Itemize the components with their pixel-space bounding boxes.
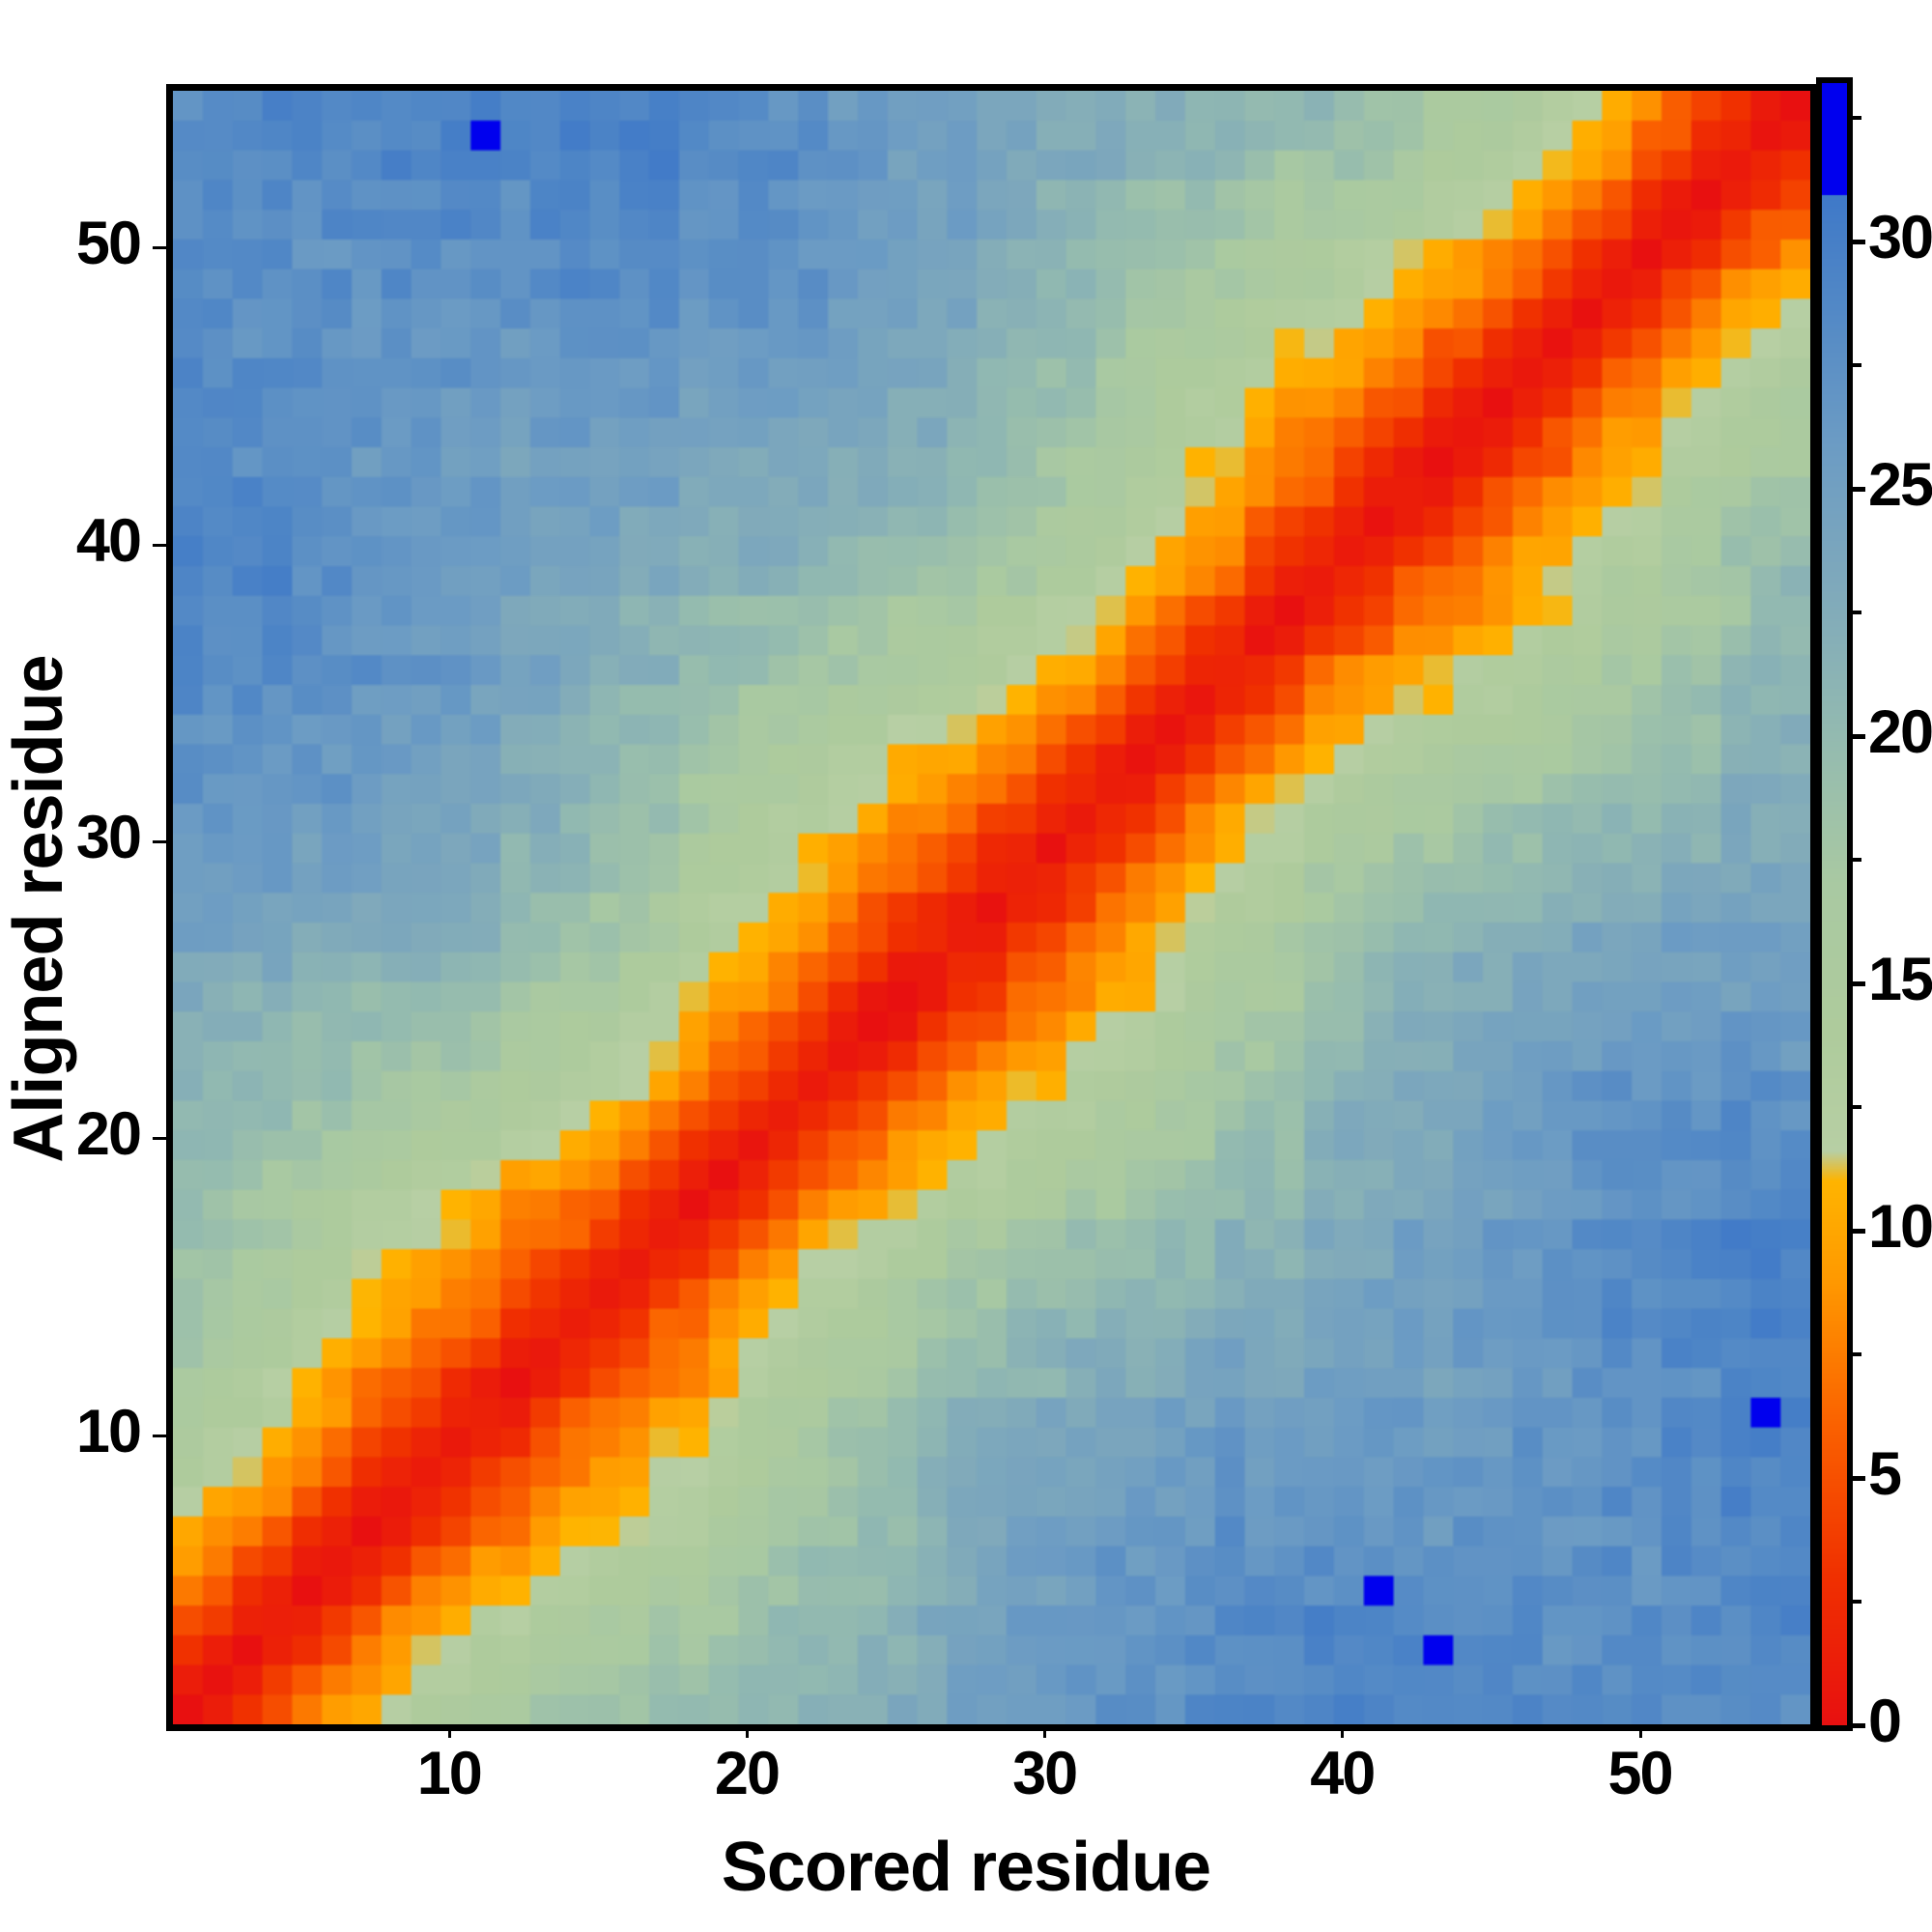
y-axis-tick	[153, 543, 166, 547]
colorbar-tick-label: 30	[1868, 203, 1932, 271]
x-axis-tick-label: 20	[714, 1740, 781, 1807]
colorbar-tick	[1853, 1723, 1865, 1728]
colorbar-tick	[1853, 980, 1865, 986]
y-axis-tick-label: 20	[75, 1100, 142, 1169]
colorbar-tick	[1853, 239, 1865, 244]
y-axis-tick	[153, 1434, 166, 1437]
colorbar-tick	[1853, 1228, 1865, 1234]
x-axis-tick-label: 10	[416, 1740, 483, 1807]
y-axis-tick	[153, 246, 166, 250]
colorbar-tick	[1853, 1475, 1865, 1481]
colorbar-minor-tick	[1853, 115, 1861, 120]
colorbar-minor-tick	[1853, 857, 1861, 862]
y-axis-tick-label: 40	[75, 506, 142, 575]
colorbar-tick-label: 25	[1868, 450, 1932, 519]
colorbar-minor-tick	[1853, 1104, 1861, 1109]
y-axis-tick-label: 30	[75, 804, 142, 871]
colorbar-minor-tick	[1853, 610, 1861, 614]
x-axis-tick-label: 40	[1310, 1740, 1376, 1807]
colorbar-tick	[1853, 733, 1865, 739]
x-axis-tick	[1638, 1724, 1642, 1738]
heatmap-canvas[interactable]	[173, 91, 1810, 1724]
colorbar-tick-label: 5	[1868, 1439, 1902, 1508]
y-axis-tick-label: 10	[75, 1397, 142, 1465]
x-axis-tick	[745, 1724, 749, 1738]
colorbar-tick	[1853, 486, 1865, 492]
colorbar-minor-tick	[1853, 1351, 1861, 1356]
y-axis-tick-label: 50	[75, 210, 142, 278]
x-axis-tick	[1341, 1724, 1345, 1738]
x-axis-tick-label: 30	[1012, 1740, 1078, 1807]
colorbar-tick-label: 10	[1868, 1192, 1932, 1261]
x-axis-tick	[447, 1724, 451, 1738]
y-axis-title: Aligned residue	[0, 655, 77, 1163]
x-axis-title: Scored residue	[721, 1829, 1211, 1906]
colorbar-tick-label: 20	[1868, 697, 1932, 766]
x-axis-tick	[1043, 1724, 1047, 1738]
colorbar-minor-tick	[1853, 362, 1861, 367]
colorbar-gradient	[1822, 83, 1847, 1725]
colorbar-tick-label: 15	[1868, 945, 1932, 1013]
x-axis-tick-label: 50	[1607, 1740, 1673, 1807]
y-axis-tick	[153, 1137, 166, 1141]
colorbar[interactable]: 0 5 10 15 20 25 30	[1816, 77, 1932, 1755]
colorbar-bar[interactable]	[1816, 77, 1853, 1731]
heatmap-plot-area[interactable]	[166, 84, 1817, 1731]
colorbar-minor-tick	[1853, 1599, 1861, 1604]
y-axis-tick	[153, 840, 166, 843]
colorbar-tick-label: 0	[1868, 1688, 1902, 1755]
